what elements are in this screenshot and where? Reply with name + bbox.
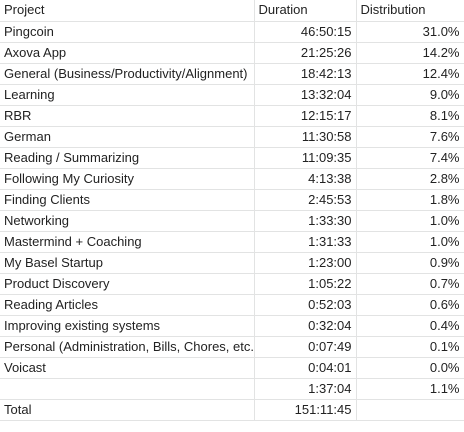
- duration-cell[interactable]: 4:13:38: [254, 168, 357, 190]
- duration-cell[interactable]: 2:45:53: [254, 189, 357, 211]
- total-duration-cell[interactable]: 151:11:45: [254, 399, 357, 421]
- duration-cell[interactable]: 0:04:01: [254, 357, 357, 379]
- table-row: Reading Articles 0:52:03 0.6%: [0, 294, 464, 316]
- table-row: Finding Clients 2:45:53 1.8%: [0, 189, 464, 211]
- table-row: Learning 13:32:04 9.0%: [0, 84, 464, 106]
- project-cell[interactable]: Mastermind + Coaching: [0, 231, 255, 253]
- table-row: Axova App 21:25:26 14.2%: [0, 42, 464, 64]
- table-row: Following My Curiosity 4:13:38 2.8%: [0, 168, 464, 190]
- table-row: German 11:30:58 7.6%: [0, 126, 464, 148]
- duration-cell[interactable]: 0:52:03: [254, 294, 357, 316]
- table-row: General (Business/Productivity/Alignment…: [0, 63, 464, 85]
- project-cell[interactable]: Following My Curiosity: [0, 168, 255, 190]
- project-cell[interactable]: Improving existing systems: [0, 315, 255, 337]
- distribution-cell[interactable]: 9.0%: [356, 84, 464, 106]
- duration-cell[interactable]: 0:07:49: [254, 336, 357, 358]
- project-cell[interactable]: Pingcoin: [0, 21, 255, 43]
- distribution-cell[interactable]: 0.6%: [356, 294, 464, 316]
- table-row: Improving existing systems 0:32:04 0.4%: [0, 315, 464, 337]
- total-distribution-cell[interactable]: [356, 399, 464, 421]
- duration-cell[interactable]: 1:37:04: [254, 378, 357, 400]
- duration-cell[interactable]: 1:31:33: [254, 231, 357, 253]
- project-cell[interactable]: Personal (Administration, Bills, Chores,…: [0, 336, 255, 358]
- distribution-cell[interactable]: 1.0%: [356, 231, 464, 253]
- distribution-cell[interactable]: 8.1%: [356, 105, 464, 127]
- table-row: Reading / Summarizing 11:09:35 7.4%: [0, 147, 464, 169]
- duration-cell[interactable]: 18:42:13: [254, 63, 357, 85]
- distribution-cell[interactable]: 31.0%: [356, 21, 464, 43]
- duration-cell[interactable]: 21:25:26: [254, 42, 357, 64]
- header-distribution[interactable]: Distribution: [356, 0, 464, 22]
- duration-cell[interactable]: 1:23:00: [254, 252, 357, 274]
- project-cell[interactable]: Networking: [0, 210, 255, 232]
- table-row: RBR 12:15:17 8.1%: [0, 105, 464, 127]
- project-cell[interactable]: Reading / Summarizing: [0, 147, 255, 169]
- table-row: Networking 1:33:30 1.0%: [0, 210, 464, 232]
- project-cell[interactable]: Product Discovery: [0, 273, 255, 295]
- project-cell[interactable]: [0, 378, 255, 400]
- distribution-cell[interactable]: 14.2%: [356, 42, 464, 64]
- project-cell[interactable]: German: [0, 126, 255, 148]
- table-row: Pingcoin 46:50:15 31.0%: [0, 21, 464, 43]
- table-row: 1:37:04 1.1%: [0, 378, 464, 400]
- duration-cell[interactable]: 13:32:04: [254, 84, 357, 106]
- project-cell[interactable]: Axova App: [0, 42, 255, 64]
- table-row: Product Discovery 1:05:22 0.7%: [0, 273, 464, 295]
- project-cell[interactable]: RBR: [0, 105, 255, 127]
- duration-cell[interactable]: 0:32:04: [254, 315, 357, 337]
- table-row: Mastermind + Coaching 1:31:33 1.0%: [0, 231, 464, 253]
- total-row: Total 151:11:45: [0, 399, 464, 421]
- header-project[interactable]: Project: [0, 0, 255, 22]
- project-cell[interactable]: Finding Clients: [0, 189, 255, 211]
- project-cell[interactable]: Reading Articles: [0, 294, 255, 316]
- duration-cell[interactable]: 1:33:30: [254, 210, 357, 232]
- distribution-cell[interactable]: 0.4%: [356, 315, 464, 337]
- distribution-cell[interactable]: 1.8%: [356, 189, 464, 211]
- spreadsheet-table: Project Duration Distribution Pingcoin 46…: [0, 0, 464, 421]
- project-cell[interactable]: My Basel Startup: [0, 252, 255, 274]
- distribution-cell[interactable]: 7.4%: [356, 147, 464, 169]
- duration-cell[interactable]: 12:15:17: [254, 105, 357, 127]
- table-row: Personal (Administration, Bills, Chores,…: [0, 336, 464, 358]
- duration-cell[interactable]: 11:30:58: [254, 126, 357, 148]
- table-row: My Basel Startup 1:23:00 0.9%: [0, 252, 464, 274]
- distribution-cell[interactable]: 1.0%: [356, 210, 464, 232]
- distribution-cell[interactable]: 12.4%: [356, 63, 464, 85]
- distribution-cell[interactable]: 0.1%: [356, 336, 464, 358]
- distribution-cell[interactable]: 7.6%: [356, 126, 464, 148]
- distribution-cell[interactable]: 0.7%: [356, 273, 464, 295]
- duration-cell[interactable]: 11:09:35: [254, 147, 357, 169]
- distribution-cell[interactable]: 2.8%: [356, 168, 464, 190]
- project-cell[interactable]: Learning: [0, 84, 255, 106]
- project-cell[interactable]: Voicast: [0, 357, 255, 379]
- total-label-cell[interactable]: Total: [0, 399, 255, 421]
- distribution-cell[interactable]: 0.0%: [356, 357, 464, 379]
- header-duration[interactable]: Duration: [254, 0, 357, 22]
- table-row: Voicast 0:04:01 0.0%: [0, 357, 464, 379]
- duration-cell[interactable]: 46:50:15: [254, 21, 357, 43]
- project-cell[interactable]: General (Business/Productivity/Alignment…: [0, 63, 255, 85]
- duration-cell[interactable]: 1:05:22: [254, 273, 357, 295]
- distribution-cell[interactable]: 0.9%: [356, 252, 464, 274]
- header-row: Project Duration Distribution: [0, 0, 464, 22]
- distribution-cell[interactable]: 1.1%: [356, 378, 464, 400]
